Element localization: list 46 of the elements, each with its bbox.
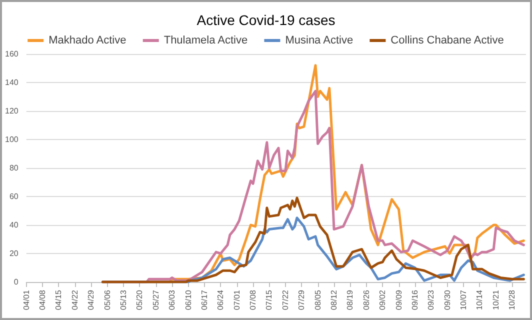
y-tick-label: 60 — [9, 192, 19, 201]
x-tick-label: 09/23 — [426, 289, 436, 310]
legend-label: Musina Active — [285, 34, 354, 46]
x-tick-label: 07/22 — [280, 289, 290, 310]
x-tick-label: 09/09 — [394, 289, 404, 310]
x-tick-label: 04/29 — [86, 289, 96, 310]
legend-label: Makhado Active — [48, 34, 126, 46]
x-tick-label: 06/03 — [168, 289, 177, 310]
x-tick-label: 10/21 — [491, 289, 500, 310]
x-tick-label: 08/19 — [346, 289, 355, 310]
x-tick-label: 09/16 — [410, 289, 420, 310]
x-tick-label: 10/28 — [508, 289, 517, 310]
x-tick-label: 08/12 — [330, 289, 339, 310]
x-tick-label: 07/08 — [248, 289, 258, 310]
legend-label: Collins Chabane Active — [390, 34, 504, 46]
y-tick-label: 0 — [14, 278, 19, 286]
x-tick-label: 04/01 — [22, 289, 31, 310]
y-tick-label: 40 — [9, 220, 19, 230]
x-tick-label: 07/15 — [264, 289, 274, 310]
x-tick-label: 10/07 — [459, 289, 468, 310]
x-tick-label: 06/17 — [200, 289, 209, 310]
chart-title: Active Covid-19 cases — [196, 12, 336, 28]
x-tick-label: 04/08 — [38, 289, 48, 310]
y-tick-label: 20 — [9, 249, 19, 258]
x-tick-label: 09/30 — [442, 289, 452, 310]
y-tick-label: 100 — [4, 135, 19, 144]
x-tick-label: 08/05 — [313, 289, 322, 310]
x-tick-label: 09/02 — [378, 289, 388, 310]
x-tick-label: 05/06 — [102, 289, 112, 310]
y-tick-label: 140 — [4, 78, 19, 87]
y-tick-label: 80 — [9, 164, 19, 172]
x-tick-label: 05/13 — [119, 289, 128, 310]
legend-label: Thulamela Active — [164, 34, 248, 46]
x-tick-label: 04/15 — [54, 289, 64, 310]
y-tick-label: 120 — [4, 106, 19, 116]
line-series — [101, 196, 525, 284]
x-tick-label: 08/26 — [362, 289, 371, 310]
x-tick-label: 06/24 — [216, 289, 226, 310]
x-tick-label: 07/29 — [297, 289, 306, 310]
x-tick-label: 04/22 — [70, 289, 80, 310]
x-tick-label: 07/01 — [232, 289, 242, 310]
x-tick-label: 05/20 — [135, 289, 144, 310]
y-tick-label: 160 — [4, 50, 19, 58]
x-tick-label: 06/10 — [184, 289, 193, 310]
x-tick-label: 05/27 — [151, 289, 160, 310]
x-tick-label: 10/14 — [475, 289, 484, 310]
